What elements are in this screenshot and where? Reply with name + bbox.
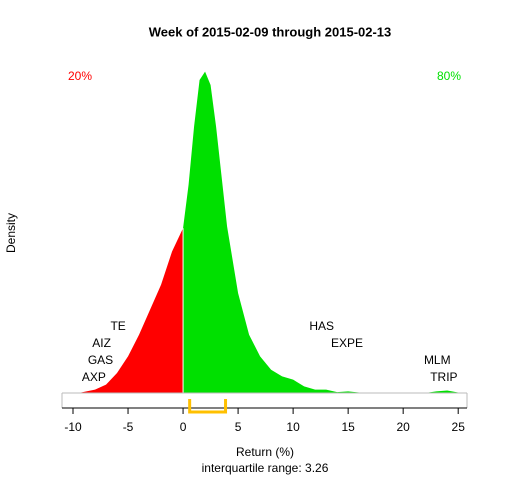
chart-title: Week of 2015-02-09 through 2015-02-13 [149,24,392,39]
ticker-label: AIZ [92,336,111,350]
ticker-label: TE [110,319,125,333]
negative-share: 20% [68,69,92,83]
x-tick-label: 20 [396,420,410,434]
ticker-label: MLM [424,353,451,367]
x-tick-label: 15 [341,420,355,434]
y-axis-label: Density [4,213,18,253]
x-tick-label: 0 [180,420,187,434]
ticker-label: AXP [82,370,106,384]
x-axis-label: Return (%) [236,445,294,459]
iqr-bracket [188,399,228,414]
ticker-label: EXPE [331,336,363,350]
ticker-label: HAS [309,319,334,333]
x-tick-label: 25 [452,420,466,434]
x-tick-label: 5 [235,420,242,434]
negative-area [78,228,184,393]
positive-share: 80% [437,69,461,83]
x-tick-label: -5 [123,420,134,434]
x-tick-label: -10 [64,420,82,434]
ticker-label: GAS [88,353,113,367]
x-tick-label: 10 [286,420,300,434]
ticker-label: TRIP [430,370,457,384]
positive-area [183,71,459,393]
subtitle: interquartile range: 3.26 [202,461,329,475]
